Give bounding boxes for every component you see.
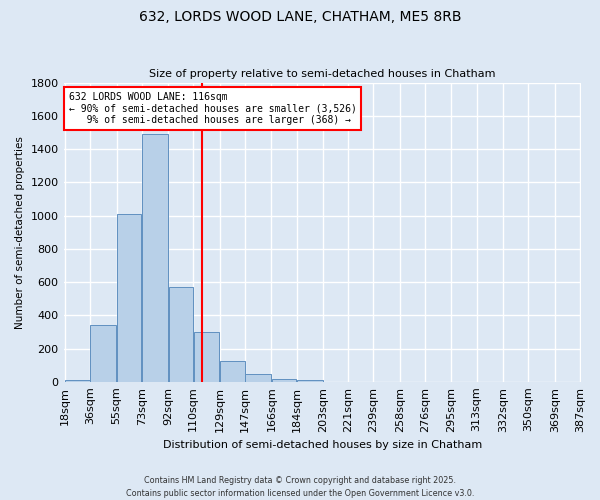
X-axis label: Distribution of semi-detached houses by size in Chatham: Distribution of semi-detached houses by … (163, 440, 482, 450)
Bar (297, 380, 323, 382)
Bar (220, 361, 245, 382)
Y-axis label: Number of semi-detached properties: Number of semi-detached properties (15, 136, 25, 328)
Text: 632, LORDS WOOD LANE, CHATHAM, ME5 8RB: 632, LORDS WOOD LANE, CHATHAM, ME5 8RB (139, 10, 461, 24)
Bar (194, 332, 220, 382)
Text: Contains HM Land Registry data © Crown copyright and database right 2025.
Contai: Contains HM Land Registry data © Crown c… (126, 476, 474, 498)
Bar (142, 134, 168, 382)
Title: Size of property relative to semi-detached houses in Chatham: Size of property relative to semi-detach… (149, 69, 496, 79)
Bar (117, 214, 142, 382)
Bar (169, 287, 193, 382)
Bar (91, 326, 116, 382)
Bar (245, 374, 271, 382)
Bar (272, 380, 296, 382)
Text: 632 LORDS WOOD LANE: 116sqm
← 90% of semi-detached houses are smaller (3,526)
  : 632 LORDS WOOD LANE: 116sqm ← 90% of sem… (69, 92, 356, 124)
Bar (65, 380, 89, 382)
